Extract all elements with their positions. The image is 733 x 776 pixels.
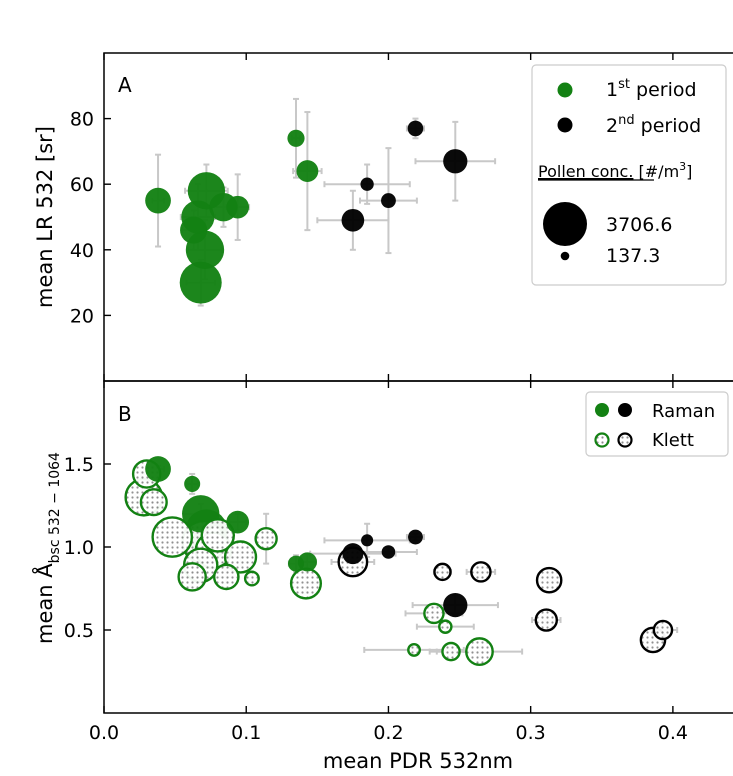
markers bbox=[145, 120, 468, 304]
panel-a-letter: A bbox=[118, 73, 132, 97]
panel-b-letter: B bbox=[118, 402, 132, 426]
legend-klett-black-marker bbox=[617, 432, 633, 448]
data-point bbox=[184, 475, 201, 492]
legend-label-klett: Klett bbox=[652, 430, 694, 451]
data-point bbox=[296, 160, 319, 183]
data-point-klett bbox=[470, 561, 492, 583]
legend-size-marker-large bbox=[543, 202, 587, 246]
data-point bbox=[361, 534, 374, 547]
legend-label-raman: Raman bbox=[652, 401, 715, 422]
data-point bbox=[443, 149, 468, 174]
data-point-klett bbox=[535, 566, 563, 594]
data-point-klett bbox=[465, 637, 494, 666]
data-point bbox=[381, 193, 396, 209]
data-point bbox=[145, 187, 171, 214]
panel-a-y-ticks: 20 40 60 80 bbox=[70, 109, 111, 327]
data-point-klett bbox=[212, 563, 240, 591]
x-tick-label: 0.0 bbox=[89, 722, 119, 744]
data-point bbox=[342, 543, 364, 565]
markers bbox=[124, 456, 674, 666]
data-point-klett bbox=[433, 562, 452, 582]
panel-a-legend: 1st period 2nd period Pollen conc. [#/m3… bbox=[531, 64, 727, 286]
data-point-klett bbox=[438, 619, 453, 634]
data-point bbox=[226, 195, 250, 219]
legend-label-second-period: 2nd period bbox=[606, 113, 701, 137]
data-point bbox=[179, 261, 222, 304]
legend-raman-green-marker bbox=[595, 403, 609, 417]
panel-a: 20 40 60 80 A mean LR 532 [sr] 1st period 2… bbox=[33, 52, 733, 382]
data-point bbox=[180, 216, 208, 244]
data-point-klett bbox=[652, 619, 674, 641]
x-axis-label: mean PDR 532nm bbox=[323, 749, 513, 773]
data-point bbox=[407, 120, 424, 137]
data-point-klett bbox=[441, 641, 461, 662]
data-point-klett bbox=[200, 518, 236, 553]
panel-a-marks bbox=[145, 97, 497, 307]
data-point-klett bbox=[177, 562, 207, 592]
data-point bbox=[443, 592, 468, 618]
panel-b: 0.5 1.0 1.5 0.0 0.1 0.2 0.3 0.4 B mean Åbsc 53… bbox=[31, 380, 733, 773]
data-point-klett bbox=[223, 540, 258, 574]
data-point bbox=[408, 529, 423, 545]
panel-a-x-ticks bbox=[103, 53, 674, 381]
x-tick-label: 0.3 bbox=[516, 722, 546, 744]
data-point-klett bbox=[423, 602, 445, 625]
legend-size-marker-small bbox=[560, 251, 570, 261]
data-point bbox=[381, 545, 396, 559]
legend-klett-green-marker bbox=[594, 432, 610, 448]
panel-b-legend: Raman Klett bbox=[585, 391, 729, 457]
y-tick-label: 0.5 bbox=[64, 620, 94, 642]
y-tick-label: 80 bbox=[70, 109, 94, 131]
panel-a-y-axis-label: mean LR 532 [sr] bbox=[33, 126, 57, 308]
legend-label-first-period: 1st period bbox=[606, 77, 697, 101]
y-tick-label: 20 bbox=[70, 305, 94, 327]
panel-b-y-axis-label: mean Åbsc 532 − 1064 bbox=[31, 452, 63, 644]
data-point bbox=[341, 208, 365, 232]
x-tick-label: 0.4 bbox=[658, 722, 688, 744]
data-point bbox=[287, 555, 305, 572]
data-point-klett bbox=[151, 516, 194, 558]
legend-size-label-large: 3706.6 bbox=[606, 214, 672, 236]
data-point-klett bbox=[254, 527, 278, 551]
legend-marker-second-period bbox=[557, 117, 573, 133]
y-tick-label: 40 bbox=[70, 240, 94, 262]
data-point-klett bbox=[139, 488, 168, 517]
data-point-klett bbox=[289, 567, 323, 600]
legend-marker-first-period bbox=[557, 82, 573, 98]
data-point bbox=[360, 177, 374, 191]
panel-b-marks bbox=[124, 456, 679, 666]
legend-raman-black-marker bbox=[618, 403, 632, 417]
data-point-klett bbox=[243, 570, 260, 587]
data-point bbox=[226, 510, 250, 534]
y-tick-label: 1.0 bbox=[64, 537, 94, 559]
data-point bbox=[145, 456, 171, 482]
legend-size-title: Pollen conc. [#/m3] bbox=[538, 160, 692, 181]
data-point-klett bbox=[407, 642, 421, 657]
panel-b-x-ticks: 0.0 0.1 0.2 0.3 0.4 bbox=[89, 381, 688, 744]
legend-size-label-small: 137.3 bbox=[606, 245, 660, 267]
y-tick-label: 60 bbox=[70, 174, 94, 196]
x-tick-label: 0.1 bbox=[231, 722, 261, 744]
x-tick-label: 0.2 bbox=[373, 722, 403, 744]
data-point-klett bbox=[534, 608, 559, 632]
panel-b-y-ticks: 0.5 1.0 1.5 bbox=[64, 454, 111, 642]
y-tick-label: 1.5 bbox=[64, 454, 94, 476]
data-point bbox=[287, 129, 305, 147]
